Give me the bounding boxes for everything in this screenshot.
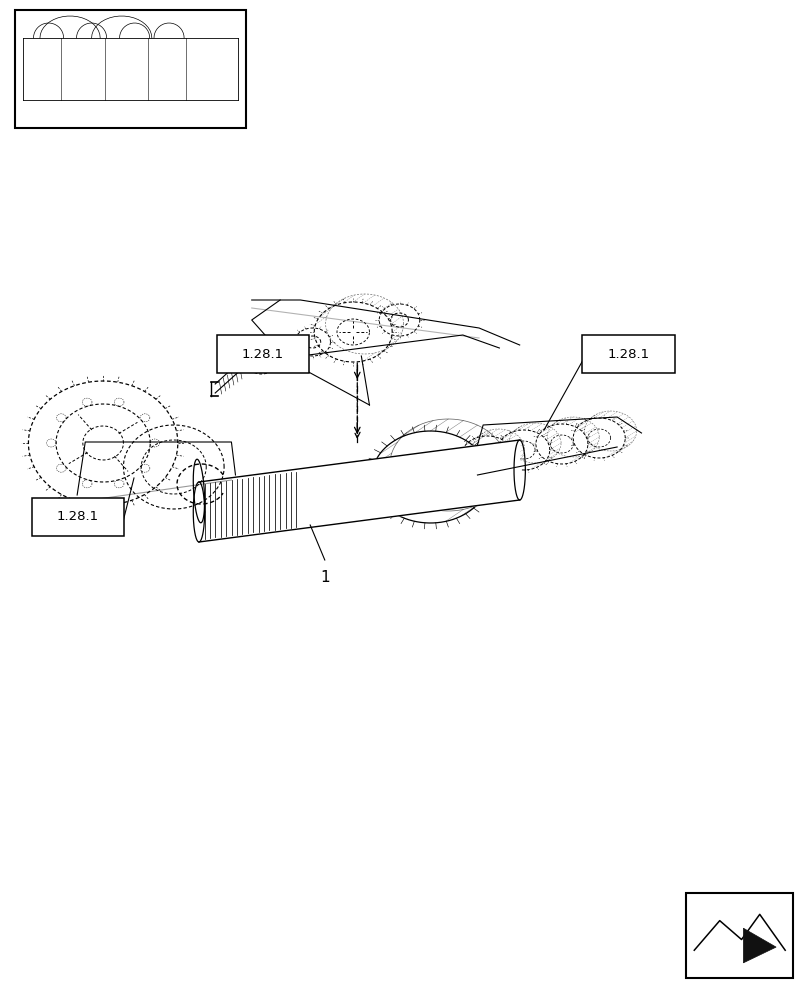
Bar: [15, 10, 246, 128]
FancyBboxPatch shape: [581, 335, 674, 373]
Bar: [685, 893, 792, 978]
Polygon shape: [742, 928, 775, 963]
Polygon shape: [199, 440, 519, 542]
Text: 1: 1: [320, 570, 329, 585]
Text: 1.28.1: 1.28.1: [242, 348, 284, 360]
FancyBboxPatch shape: [217, 335, 309, 373]
Text: 1.28.1: 1.28.1: [607, 348, 649, 360]
Text: 1.28.1: 1.28.1: [57, 510, 99, 523]
FancyBboxPatch shape: [32, 498, 124, 536]
